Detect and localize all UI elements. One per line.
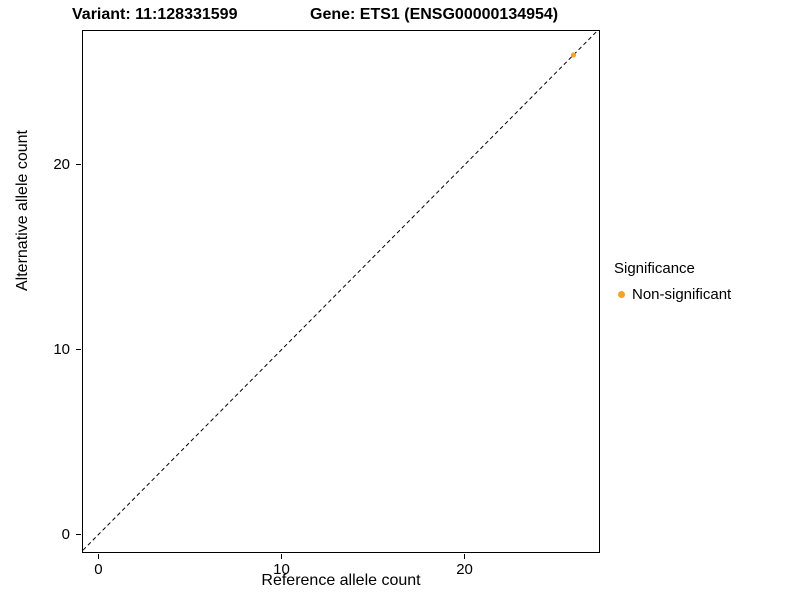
y-tick-mark <box>76 164 81 166</box>
y-tick-mark <box>76 534 81 536</box>
legend-title: Significance <box>614 260 695 277</box>
gene-title: Gene: ETS1 (ENSG00000134954) <box>310 6 559 23</box>
variant-title: Variant: 11:128331599 <box>72 6 238 23</box>
legend-point-icon <box>618 291 625 298</box>
legend-entry-label: Non-significant <box>632 286 732 303</box>
y-tick-label: 10 <box>53 340 70 358</box>
x-tick-label: 10 <box>273 561 290 578</box>
legend: Significance Non-significant <box>614 260 731 303</box>
legend-entries: Non-significant <box>614 286 731 303</box>
data-point <box>570 52 577 58</box>
x-tick-label: 20 <box>456 561 473 578</box>
x-tick-mark <box>281 554 282 559</box>
x-tick-mark <box>97 554 99 559</box>
y-tick-label: 0 <box>61 525 70 543</box>
y-tick-mark <box>76 349 81 351</box>
x-tick-label: 0 <box>94 561 103 578</box>
x-axis-label: Reference allele count <box>261 572 421 589</box>
legend-entry: Non-significant <box>614 286 731 303</box>
plot-panel <box>82 30 600 553</box>
identity-line <box>83 31 598 551</box>
y-tick-label: 20 <box>53 155 70 173</box>
x-tick-mark <box>464 554 466 559</box>
